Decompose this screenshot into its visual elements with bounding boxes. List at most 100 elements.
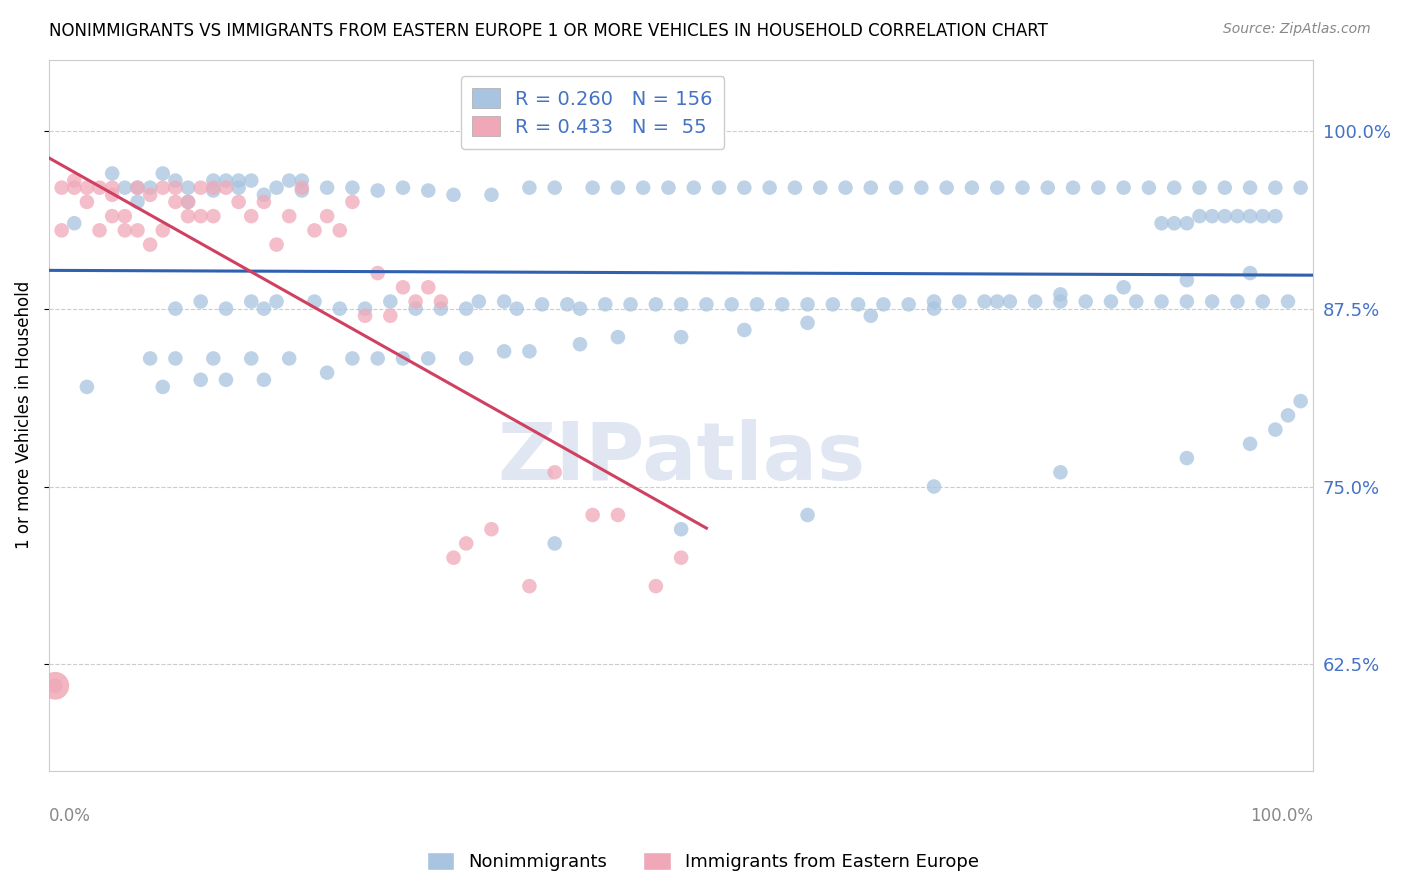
- Point: [127, 194, 149, 209]
- Point: [304, 223, 326, 237]
- Point: [430, 294, 453, 309]
- Point: [544, 180, 567, 194]
- Point: [1074, 294, 1097, 309]
- Point: [215, 373, 238, 387]
- Point: [1112, 180, 1135, 194]
- Point: [240, 351, 263, 366]
- Point: [418, 351, 440, 366]
- Point: [266, 237, 288, 252]
- Point: [998, 294, 1021, 309]
- Point: [291, 173, 314, 187]
- Point: [897, 297, 920, 311]
- Point: [89, 180, 111, 194]
- Point: [190, 209, 212, 223]
- Point: [342, 351, 364, 366]
- Point: [1062, 180, 1084, 194]
- Point: [456, 536, 478, 550]
- Point: [859, 309, 882, 323]
- Point: [177, 194, 200, 209]
- Point: [266, 180, 288, 194]
- Point: [380, 309, 402, 323]
- Point: [228, 173, 250, 187]
- Point: [910, 180, 932, 194]
- Point: [456, 301, 478, 316]
- Point: [291, 180, 314, 194]
- Point: [443, 187, 465, 202]
- Point: [1175, 273, 1198, 287]
- Point: [669, 550, 692, 565]
- Point: [884, 180, 907, 194]
- Point: [796, 316, 818, 330]
- Point: [606, 330, 628, 344]
- Point: [127, 180, 149, 194]
- Point: [278, 209, 301, 223]
- Point: [51, 180, 73, 194]
- Point: [506, 301, 529, 316]
- Point: [569, 301, 592, 316]
- Legend: R = 0.260   N = 156, R = 0.433   N =  55: R = 0.260 N = 156, R = 0.433 N = 55: [461, 77, 724, 149]
- Point: [316, 209, 339, 223]
- Point: [278, 351, 301, 366]
- Point: [1239, 180, 1261, 194]
- Point: [240, 294, 263, 309]
- Point: [329, 301, 352, 316]
- Point: [215, 301, 238, 316]
- Point: [557, 297, 579, 311]
- Point: [1289, 394, 1312, 409]
- Point: [266, 294, 288, 309]
- Point: [63, 173, 86, 187]
- Point: [468, 294, 491, 309]
- Point: [405, 301, 427, 316]
- Point: [329, 223, 352, 237]
- Point: [1099, 294, 1122, 309]
- Point: [190, 373, 212, 387]
- Point: [152, 380, 174, 394]
- Point: [922, 301, 945, 316]
- Point: [278, 173, 301, 187]
- Point: [190, 294, 212, 309]
- Point: [644, 579, 666, 593]
- Point: [367, 351, 389, 366]
- Point: [392, 180, 415, 194]
- Point: [758, 180, 780, 194]
- Point: [139, 237, 162, 252]
- Point: [1125, 294, 1147, 309]
- Point: [783, 180, 806, 194]
- Point: [1226, 294, 1249, 309]
- Point: [456, 351, 478, 366]
- Point: [1201, 209, 1223, 223]
- Point: [935, 180, 957, 194]
- Point: [1264, 209, 1286, 223]
- Point: [695, 297, 717, 311]
- Point: [1188, 209, 1211, 223]
- Point: [367, 266, 389, 280]
- Point: [101, 180, 124, 194]
- Point: [1264, 180, 1286, 194]
- Point: [1239, 437, 1261, 451]
- Point: [1049, 465, 1071, 479]
- Point: [519, 344, 541, 359]
- Point: [494, 294, 516, 309]
- Point: [76, 180, 98, 194]
- Point: [1036, 180, 1059, 194]
- Point: [1264, 423, 1286, 437]
- Point: [253, 187, 276, 202]
- Point: [481, 522, 503, 536]
- Point: [405, 294, 427, 309]
- Point: [76, 194, 98, 209]
- Point: [1277, 409, 1299, 423]
- Point: [519, 180, 541, 194]
- Point: [152, 166, 174, 180]
- Point: [1087, 180, 1109, 194]
- Point: [948, 294, 970, 309]
- Point: [1163, 216, 1185, 230]
- Text: ZIPatlas: ZIPatlas: [496, 419, 865, 497]
- Point: [1024, 294, 1046, 309]
- Point: [1201, 294, 1223, 309]
- Point: [669, 522, 692, 536]
- Point: [606, 508, 628, 522]
- Point: [808, 180, 831, 194]
- Point: [859, 180, 882, 194]
- Point: [481, 187, 503, 202]
- Point: [127, 223, 149, 237]
